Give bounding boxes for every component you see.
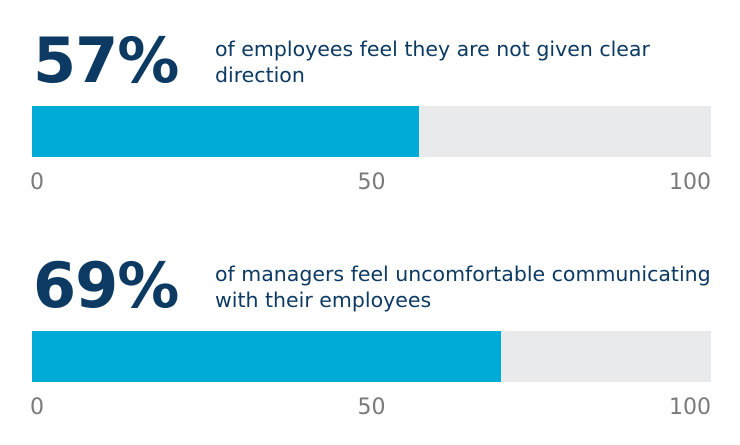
stat-block-managers: 69% of managers feel uncomfortable commu…: [0, 225, 740, 445]
stat-caption: of employees feel they are not given cle…: [215, 36, 715, 88]
stat-caption: of managers feel uncomfortable communica…: [215, 261, 715, 313]
tick-label-100: 100: [669, 395, 711, 420]
tick-label-0: 0: [30, 395, 44, 420]
bar-track: [32, 331, 711, 382]
tick-label-50: 50: [357, 395, 386, 420]
stat-value: 57%: [33, 24, 179, 97]
stat-caption-text: of managers feel uncomfortable communica…: [215, 262, 711, 312]
stat-block-employees: 57% of employees feel they are not given…: [0, 0, 740, 220]
bar-track: [32, 106, 711, 157]
tick-label-100: 100: [669, 170, 711, 195]
stat-value: 69%: [33, 249, 179, 322]
tick-label-0: 0: [30, 170, 44, 195]
bar-fill: [32, 106, 420, 157]
stat-caption-text: of employees feel they are not given cle…: [215, 37, 650, 87]
bar-fill: [32, 331, 501, 382]
tick-label-50: 50: [357, 170, 386, 195]
